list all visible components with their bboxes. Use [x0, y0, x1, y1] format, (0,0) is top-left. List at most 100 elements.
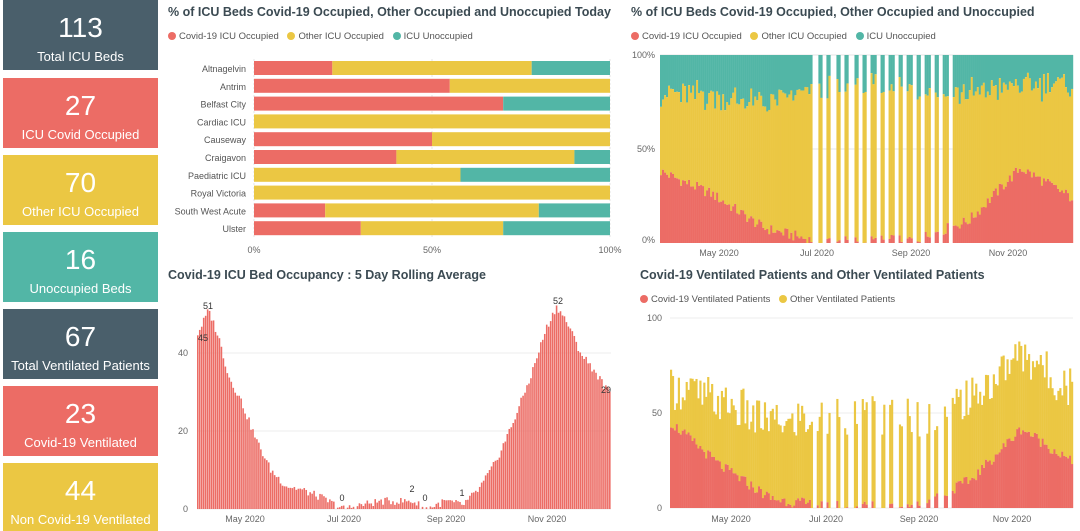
bar-segment [360, 221, 504, 236]
rolling-average-bar [542, 339, 544, 509]
other-bar [998, 78, 1002, 184]
other-bar [1040, 101, 1044, 186]
covid-bar [764, 230, 767, 243]
unoccupied-bar [720, 55, 723, 111]
unoccupied-bar [1034, 55, 1038, 82]
rolling-average-bar [407, 500, 410, 509]
other-bar [766, 111, 769, 229]
covid-ventilated-bar [855, 506, 859, 508]
rolling-average-bar [463, 504, 465, 509]
covid-ventilated-bar [695, 444, 698, 508]
other-bar [994, 85, 998, 189]
covid-ventilated-bar [673, 430, 677, 508]
unoccupied-bar [900, 55, 903, 87]
unoccupied-bar [820, 55, 823, 98]
other-bar [686, 102, 689, 185]
covid-bar [786, 228, 789, 243]
other-bar [1016, 85, 1020, 173]
x-tick-label: May 2020 [711, 514, 751, 524]
covid-bar [662, 169, 665, 243]
other-ventilated-bar [793, 432, 796, 506]
covid-bar [740, 209, 743, 243]
other-ventilated-bar [1020, 345, 1023, 435]
other-ventilated-bar [746, 400, 749, 486]
unoccupied-bar [724, 55, 727, 111]
rolling-average-bar [295, 489, 298, 509]
other-bar [790, 90, 793, 233]
covid-bar [926, 236, 929, 243]
covid-ventilated-bar [732, 473, 735, 508]
other-bar [804, 86, 807, 240]
other-ventilated-bar [981, 404, 984, 465]
other-ventilated-bar [677, 377, 680, 433]
other-bar [794, 95, 797, 231]
covid-bar [666, 174, 669, 243]
other-bar [808, 94, 811, 238]
covid-bar [682, 180, 685, 243]
covid-ventilated-bar [1002, 443, 1005, 508]
covid-ventilated-bar [836, 501, 839, 508]
other-ventilated-bar [984, 374, 988, 460]
other-bar [990, 80, 994, 197]
legend-label-covid: Covid-19 ICU Occupied [642, 31, 742, 42]
covid-bar [776, 230, 779, 243]
other-ventilated-bar [855, 423, 859, 507]
covid-bar [1020, 171, 1024, 243]
covid-bar [800, 236, 803, 243]
other-ventilated-bar [1004, 380, 1007, 447]
legend-dot-other-vent [779, 295, 787, 303]
unoccupied-bar [708, 55, 711, 94]
other-ventilated-bar [977, 403, 980, 470]
other-ventilated-bar [959, 389, 962, 482]
x-tick-label: Nov 2020 [528, 514, 567, 524]
rolling-average-bar [293, 486, 296, 509]
covid-ventilated-bar [773, 499, 776, 508]
rolling-average-bar [267, 462, 270, 509]
kpi-value: 113 [58, 12, 103, 43]
covid-bar [982, 206, 985, 243]
covid-ventilated-bar [728, 469, 731, 508]
other-ventilated-bar [1016, 360, 1019, 430]
covid-bar [828, 238, 831, 243]
kpi-value: 44 [64, 475, 97, 506]
rolling-average-bar [364, 503, 367, 509]
other-bar [676, 91, 679, 179]
rolling-average-bar [549, 321, 552, 509]
x-tick-label: Jul 2020 [800, 248, 834, 258]
unoccupied-bar [1070, 55, 1074, 89]
covid-ventilated-bar [1045, 444, 1048, 508]
rolling-average-bar [216, 335, 219, 509]
rolling-average-bar [411, 503, 414, 509]
other-bar [666, 97, 669, 175]
other-bar [908, 84, 911, 237]
category-label: Belfast City [200, 100, 246, 110]
bar-segment [538, 203, 610, 218]
rolling-average-bar [551, 312, 554, 509]
covid-ventilated-bar [804, 504, 808, 508]
other-ventilated-bar [781, 432, 784, 499]
other-bar [742, 98, 745, 211]
other-bar [1002, 82, 1006, 190]
covid-ventilated-bar [726, 464, 729, 508]
unoccupied-bar [722, 55, 725, 95]
covid-ventilated-bar [734, 473, 737, 508]
other-bar [1030, 90, 1034, 178]
covid-bar [724, 204, 727, 243]
covid-bar [686, 184, 689, 243]
other-ventilated-bar [820, 402, 823, 502]
x-tick-label: Jul 2020 [809, 514, 843, 524]
covid-ventilated-bar [1026, 432, 1029, 508]
other-bar [728, 104, 731, 205]
other-bar [718, 94, 721, 203]
rolling-average-bar [409, 502, 412, 509]
covid-bar [738, 214, 741, 243]
other-ventilated-bar [1069, 368, 1072, 456]
covid-ventilated-bar [671, 428, 675, 508]
unoccupied-bar [750, 55, 753, 89]
covid-bar [846, 239, 849, 243]
rolling-average-bar [323, 496, 325, 509]
other-ventilated-bar [1033, 367, 1037, 433]
unoccupied-bar [780, 55, 783, 91]
covid-bar [976, 211, 979, 243]
